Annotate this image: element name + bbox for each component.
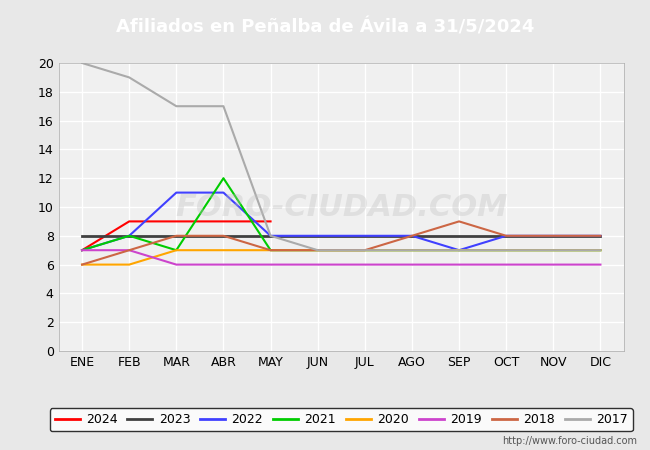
Legend: 2024, 2023, 2022, 2021, 2020, 2019, 2018, 2017: 2024, 2023, 2022, 2021, 2020, 2019, 2018… [49, 408, 633, 431]
Text: Afiliados en Peñalba de Ávila a 31/5/2024: Afiliados en Peñalba de Ávila a 31/5/202… [116, 18, 534, 36]
Text: http://www.foro-ciudad.com: http://www.foro-ciudad.com [502, 436, 637, 446]
Text: FORO-CIUDAD.COM: FORO-CIUDAD.COM [175, 193, 508, 221]
